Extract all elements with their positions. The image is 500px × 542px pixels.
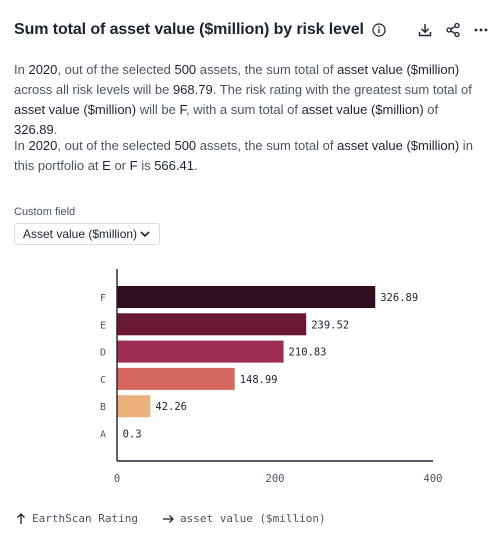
summary-paragraph-2: In 2020, out of the selected 500 assets,… [14, 138, 473, 173]
bar-e [117, 313, 307, 336]
arrow-up-icon [17, 512, 25, 524]
bar-c [117, 367, 235, 390]
y-tick-label: D [100, 348, 106, 359]
custom-field-label: Custom field [14, 206, 76, 218]
asset-count: 500 [174, 138, 197, 153]
x-axis-legend: asset value ($million) [162, 512, 326, 525]
data-label: 326.89 [380, 292, 418, 304]
top-value: 326.89 [14, 122, 54, 137]
metric-name: asset value ($million) [337, 62, 460, 77]
summary-paragraph-1: In 2020, out of the selected 500 assets,… [14, 62, 472, 137]
data-label: 0.3 [123, 429, 142, 441]
bar-b [117, 395, 151, 418]
data-label: 42.26 [155, 401, 187, 413]
x-axis-title: asset value ($million) [179, 512, 326, 525]
y-axis-title: EarthScan Rating [32, 512, 138, 525]
total-value: 968.79 [172, 82, 213, 97]
axis-legend-footer: EarthScan Rating asset value ($million) [16, 512, 326, 525]
bar-d [117, 340, 284, 363]
year: 2020 [28, 62, 58, 77]
asset-count: 500 [174, 62, 197, 77]
custom-field-value: Asset value ($million) [23, 227, 138, 241]
bar-chart: F 326.89 E 239.52 D 210.83 C 148.99 B 42.26 A 0.3 0 2… [100, 269, 443, 485]
custom-field-select[interactable]: Asset value ($million) [14, 223, 160, 245]
x-tick-label: 200 [266, 473, 285, 485]
share-icon[interactable] [444, 21, 462, 39]
info-icon[interactable] [372, 23, 386, 37]
rating-e: E [102, 158, 111, 173]
y-tick-label: F [100, 293, 106, 304]
rating-f: F [129, 158, 138, 173]
y-tick-label: C [100, 375, 106, 386]
data-label: 148.99 [240, 374, 278, 386]
chart-header: Sum total of asset value ($million) by r… [14, 18, 490, 42]
bar-f [117, 286, 376, 308]
chart-actions [416, 18, 490, 42]
data-label: 210.83 [289, 347, 327, 359]
arrow-right-icon [162, 514, 174, 523]
data-label: 239.52 [311, 319, 349, 331]
x-tick-label: 400 [424, 473, 443, 485]
y-axis-legend: EarthScan Rating [16, 512, 138, 525]
x-tick-label: 0 [114, 473, 120, 485]
top-rating: F [179, 102, 186, 117]
metric-name: asset value ($million) [337, 138, 460, 153]
chart-title: Sum total of asset value ($million) by r… [14, 21, 364, 38]
metric-name: asset value ($million) [301, 102, 424, 117]
download-icon[interactable] [416, 21, 434, 39]
chevron-down-icon [139, 228, 151, 240]
y-tick-label: B [100, 402, 106, 413]
y-tick-label: E [100, 320, 106, 331]
combined-value: 566.41 [154, 158, 194, 173]
year: 2020 [28, 138, 58, 153]
metric-name: asset value ($million) [14, 102, 137, 117]
more-icon[interactable] [472, 21, 490, 39]
y-tick-label: A [100, 430, 106, 441]
